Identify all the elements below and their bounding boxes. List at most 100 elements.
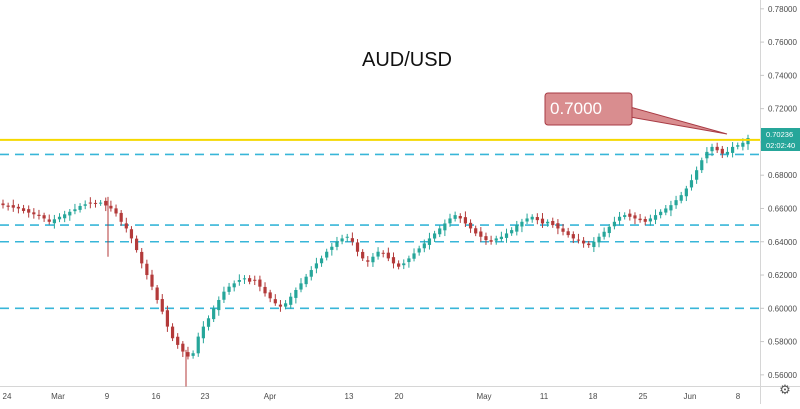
candle-body	[366, 260, 370, 262]
candle-body	[525, 218, 529, 222]
candle-body	[181, 343, 185, 352]
candle-body	[741, 142, 745, 147]
candle-body	[63, 214, 67, 219]
chart-title: AUD/USD	[362, 49, 452, 71]
current-price-label: 0.70236	[766, 130, 793, 139]
candle-body	[304, 276, 308, 285]
candle-body	[510, 230, 514, 234]
candle-body	[484, 236, 488, 241]
candle-body	[227, 286, 231, 292]
x-tick-label: 16	[152, 392, 161, 401]
candle-body	[705, 151, 709, 159]
candle-body	[6, 205, 10, 207]
candle-body	[628, 213, 632, 217]
candle-body	[283, 303, 288, 307]
candle-body	[176, 336, 180, 345]
candle-body	[78, 205, 82, 210]
candle-body	[11, 205, 15, 208]
candle-body	[571, 234, 575, 239]
candle-body	[653, 215, 658, 220]
candle-body	[263, 286, 267, 294]
gear-icon[interactable]: ⚙	[779, 383, 791, 398]
candle-body	[165, 310, 170, 327]
y-tick-label: 0.72000	[768, 105, 797, 114]
candle-body	[201, 326, 205, 339]
candle-body	[427, 238, 432, 245]
candle-body	[27, 209, 31, 213]
plot-area	[0, 0, 760, 386]
y-tick-label: 0.66000	[768, 204, 797, 213]
candle-body	[669, 205, 673, 211]
candle-body	[453, 215, 457, 219]
candle-body	[468, 222, 473, 229]
candle-body	[494, 238, 498, 241]
candle-body	[576, 239, 581, 241]
candle-body	[309, 270, 313, 277]
candle-body	[720, 148, 724, 154]
candle-body	[134, 238, 139, 251]
x-tick-label: 20	[395, 392, 404, 401]
x-tick-label: Apr	[264, 392, 277, 401]
candle-body	[155, 287, 159, 300]
candle-body	[361, 251, 365, 259]
candle-body	[725, 151, 730, 154]
candle-body	[479, 231, 483, 237]
candle-body	[607, 226, 611, 234]
candle-body	[212, 308, 216, 320]
candle-body	[376, 251, 380, 257]
y-tick-label: 0.56000	[768, 371, 797, 380]
candle-body	[371, 256, 375, 263]
candle-body	[438, 228, 442, 235]
candle-body	[535, 217, 539, 221]
candle-body	[463, 217, 468, 224]
candle-body	[1, 203, 5, 206]
candle-body	[129, 229, 134, 239]
candle-body	[556, 223, 560, 229]
candle-body	[730, 146, 735, 153]
candle-body	[294, 290, 298, 298]
candle-body	[448, 218, 452, 224]
candle-body	[551, 220, 555, 226]
x-tick-label: 25	[639, 392, 648, 401]
candle-body	[664, 208, 668, 213]
candle-body	[715, 146, 719, 151]
candle-body	[422, 243, 426, 249]
y-tick-label: 0.62000	[768, 271, 797, 280]
candle-body	[140, 251, 144, 264]
candle-body	[68, 211, 72, 216]
candle-body	[109, 205, 113, 209]
candle-body	[319, 258, 324, 264]
candle-body	[196, 336, 200, 354]
candle-body	[32, 212, 36, 215]
candle-body	[325, 251, 329, 258]
candle-body	[602, 231, 606, 237]
y-tick-label: 0.68000	[768, 171, 797, 180]
candle-body	[695, 170, 699, 180]
candle-body	[412, 253, 416, 259]
candle-body	[566, 231, 570, 236]
candle-body	[330, 246, 334, 250]
x-tick-label: Jun	[684, 392, 697, 401]
candle-body	[258, 279, 262, 287]
candle-body	[145, 263, 149, 276]
candle-body	[191, 353, 195, 356]
candle-body	[114, 208, 118, 214]
candle-body	[540, 218, 545, 224]
candle-body	[391, 257, 396, 264]
y-tick-label: 0.58000	[768, 338, 797, 347]
candle-body	[515, 225, 519, 232]
candle-body	[335, 241, 339, 247]
candle-body	[458, 215, 462, 219]
candle-body	[88, 202, 92, 204]
candle-body	[253, 279, 257, 281]
candle-body	[407, 258, 411, 263]
candle-body	[21, 208, 26, 211]
candle-body	[592, 241, 596, 248]
candle-body	[73, 209, 77, 212]
candle-body	[150, 274, 154, 287]
candle-body	[700, 160, 704, 171]
candle-body	[57, 216, 62, 220]
candle-body	[170, 326, 175, 339]
